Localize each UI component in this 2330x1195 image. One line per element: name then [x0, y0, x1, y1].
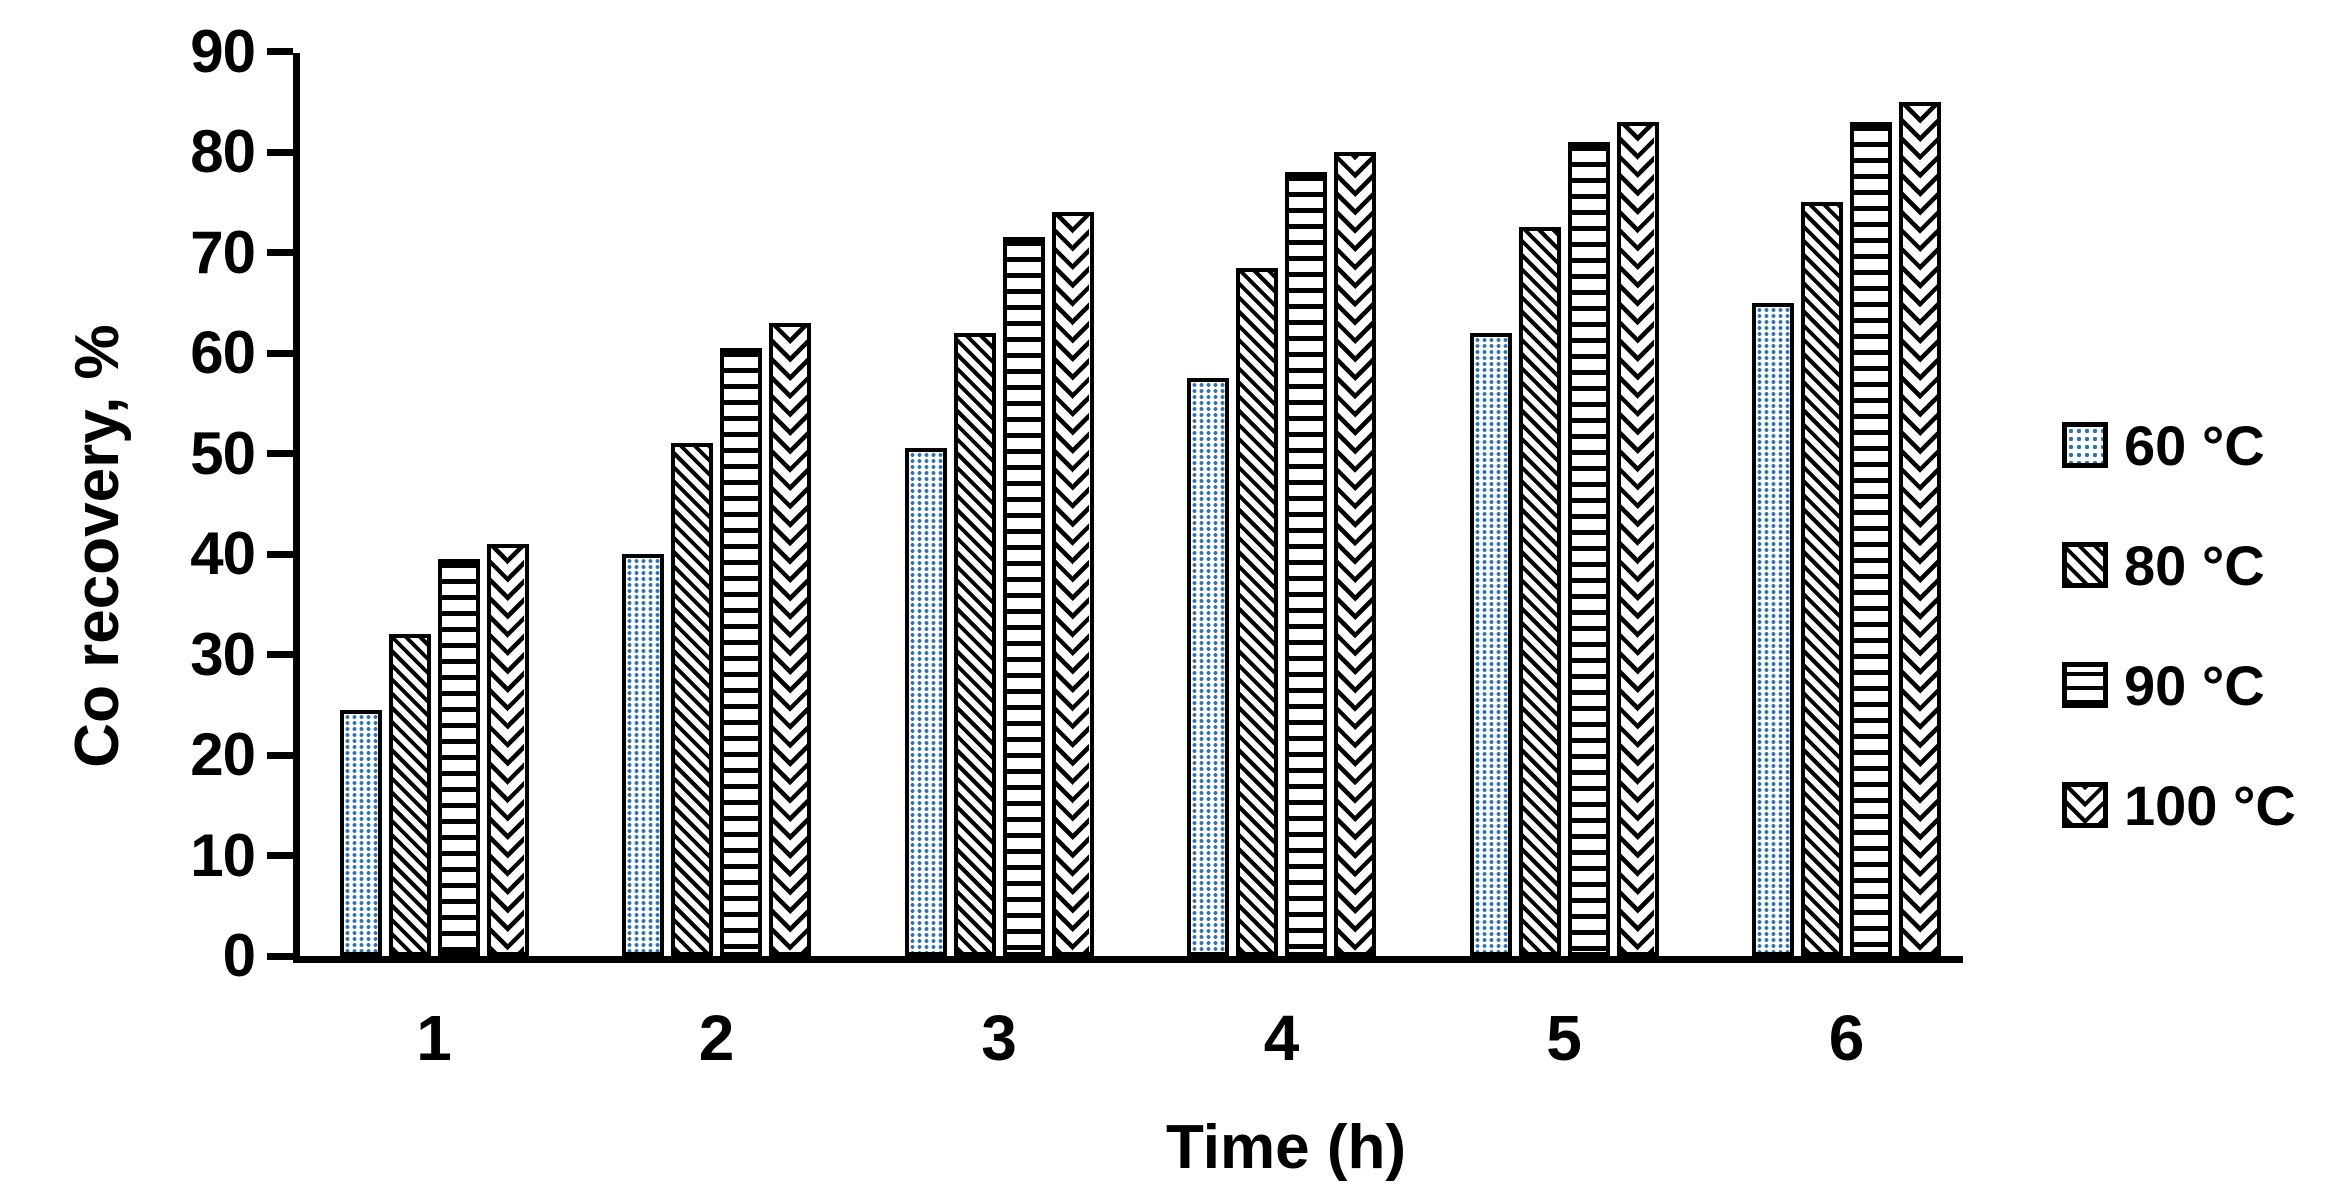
bar-90C-t5 [1567, 142, 1610, 956]
x-axis-title: Time (h) [1166, 1113, 1406, 1182]
legend-item-80C: 80 °C [2062, 532, 2296, 598]
y-axis-tick-label: 30 [190, 620, 256, 688]
x-axis-tick-label: 4 [1263, 1002, 1300, 1074]
y-axis-tick [267, 651, 293, 658]
y-axis-tick-label: 70 [190, 218, 256, 286]
x-axis-tick-label: 2 [698, 1002, 735, 1074]
y-axis-tick-label: 40 [190, 520, 256, 587]
x-axis-tick-label: 5 [1546, 1002, 1582, 1074]
bar-90C-t6 [1850, 122, 1892, 956]
legend: 60 °C 80 °C 90 °C 100 °C [2062, 412, 2296, 892]
legend-label: 60 °C [2124, 413, 2265, 477]
bar-80C-t4 [1236, 268, 1278, 956]
x-axis-tick-label: 6 [1828, 1002, 1865, 1074]
plot-area: 0 10 20 30 40 50 60 70 80 90 [190, 18, 1963, 989]
bar-80C-t2 [671, 443, 713, 956]
bar-60C-t4 [1187, 378, 1229, 956]
legend-item-60C: 60 °C [2062, 412, 2296, 478]
bar-80C-t3 [953, 333, 996, 956]
y-axis-tick-label: 50 [190, 419, 256, 487]
bar-60C-t1 [339, 710, 382, 956]
bar-80C-t1 [388, 634, 431, 956]
bar-100C-t3 [1051, 212, 1094, 956]
x-axis-tick-label: 3 [981, 1002, 1017, 1074]
y-axis-tick [267, 751, 293, 759]
bar-90C-t1 [437, 559, 480, 956]
legend-label: 80 °C [2124, 533, 2265, 597]
bar-100C-t5 [1616, 122, 1659, 956]
y-axis-tick-label: 90 [190, 17, 256, 85]
y-axis-tick [267, 550, 293, 558]
legend-swatch-diagonal-stripes-icon [2062, 542, 2108, 588]
y-axis-tick [267, 48, 293, 55]
bar-90C-t3 [1002, 237, 1045, 956]
legend-swatch-chevron-icon [2062, 782, 2108, 828]
bar-60C-t5 [1469, 333, 1512, 956]
y-axis-tick-label: 80 [190, 118, 256, 185]
bar-90C-t2 [720, 348, 762, 956]
y-axis-tick-label: 0 [222, 922, 256, 989]
y-axis-tick [267, 852, 293, 859]
legend-label: 100 °C [2124, 773, 2296, 837]
bar-90C-t4 [1285, 172, 1327, 956]
bar-60C-t3 [904, 448, 947, 956]
bar-80C-t5 [1518, 227, 1561, 956]
y-axis-tick-label: 10 [190, 821, 256, 889]
bar-60C-t6 [1752, 303, 1794, 956]
legend-label: 90 °C [2124, 653, 2265, 717]
bar-80C-t6 [1801, 202, 1843, 956]
y-axis-tick [267, 349, 293, 357]
bar-100C-t2 [769, 323, 811, 956]
y-axis-tick-label: 60 [190, 319, 256, 386]
y-axis-tick [267, 148, 293, 156]
x-axis-tick-label: 1 [416, 1002, 452, 1074]
legend-swatch-horizontal-lines-icon [2062, 662, 2108, 708]
legend-item-90C: 90 °C [2062, 652, 2296, 718]
y-axis-tick-label: 20 [190, 721, 256, 788]
bar-60C-t2 [622, 554, 664, 956]
bar-100C-t1 [486, 544, 529, 956]
bar-100C-t4 [1334, 152, 1376, 956]
y-axis-tick [267, 450, 293, 457]
y-axis-tick [267, 249, 293, 256]
legend-swatch-blue-dots-icon [2062, 422, 2108, 468]
bar-100C-t6 [1899, 102, 1941, 956]
legend-item-100C: 100 °C [2062, 772, 2296, 838]
y-axis-tick [267, 952, 293, 960]
